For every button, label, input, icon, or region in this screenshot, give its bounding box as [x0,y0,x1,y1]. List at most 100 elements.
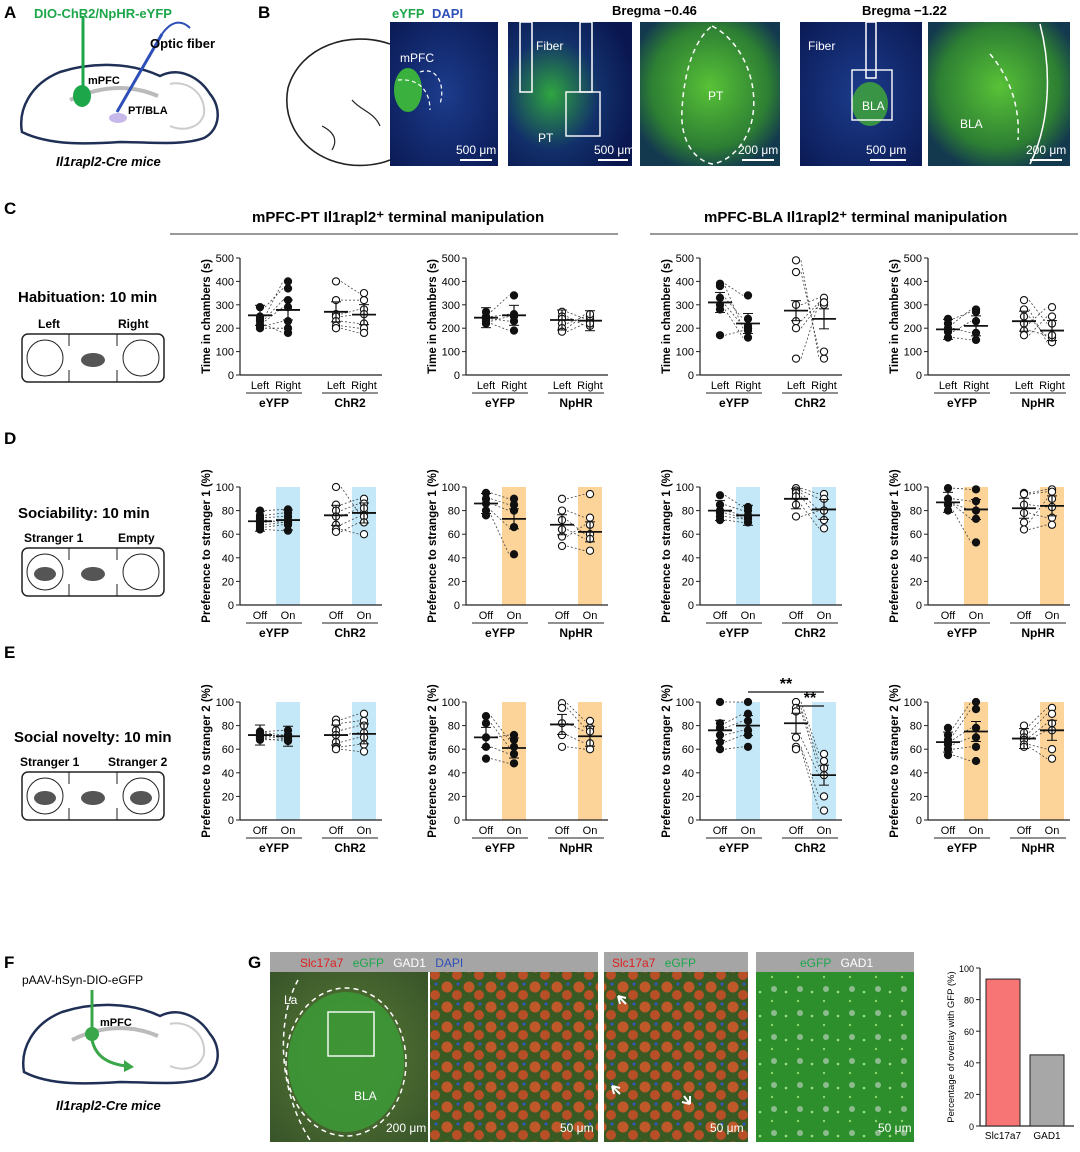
mouse-icon [81,353,105,367]
data-point [819,756,829,766]
pair-line [724,713,744,724]
pair-line [800,749,820,811]
y-tick-label: 200 [676,323,694,335]
pair-line [264,509,284,511]
schematic-habituation: Habituation: 10 min Left Right [18,289,165,383]
pair-line [340,720,360,724]
group-label: ChR2 [334,396,366,410]
group-label: ChR2 [794,841,826,855]
sociability-cup-right [122,553,160,591]
g-label-gad1: GAD1 [393,956,426,970]
slice-bla-low-signal [852,82,888,126]
optic-fiber [115,33,164,113]
group-label: ChR2 [334,626,366,640]
pair-line [800,492,820,511]
data-point [1019,525,1029,534]
y-tick-label: 20 [222,576,234,588]
title-pt-manipulation: mPFC-PT Il1rapl2⁺ terminal manipulation [252,209,544,226]
y-tick-label: 0 [916,370,922,382]
fiber-label-1: Fiber [536,39,563,53]
condition-label: Off [555,825,570,837]
condition-label: Off [479,825,494,837]
pair-line [264,281,284,317]
y-tick-label: 0 [228,600,234,612]
g-scale-50-c: 50 μm [878,1121,912,1135]
data-point [331,482,341,492]
data-point [715,281,725,291]
pt-boundary [681,25,755,165]
y-tick-label: 80 [222,506,234,518]
y-tick-label: 60 [910,529,922,541]
pair-line [490,734,510,738]
pair-line [1028,713,1048,733]
data-point [819,792,829,801]
bla-boundary-solid [1029,23,1049,165]
y-tick-label: 0 [228,370,234,382]
condition-label: Off [1017,825,1032,837]
y-axis-label: Preference to stranger 2 (%) [201,684,213,838]
condition-label: On [507,610,522,622]
pair-line [1028,729,1048,741]
data-point [585,546,595,555]
y-tick-label: 500 [442,253,460,265]
bar-category-label: Slc17a7 [985,1131,1022,1142]
data-point [331,745,341,754]
panel-b-histology: eYFP DAPI mPFC 500 μm Bregma −0.46 Fiber… [286,3,1070,167]
y-tick-label: 500 [676,253,694,265]
g-arrow-3 [681,1095,691,1105]
pair-line [1028,330,1048,336]
slice-mpfc-label: mPFC [400,51,434,65]
group-label: ChR2 [794,626,826,640]
habituation-cup-right [122,339,160,377]
g-image-egfp-gad1 [756,972,914,1142]
condition-label: Right [963,380,989,392]
group-label: eYFP [259,626,289,640]
data-point [557,541,567,551]
data-point [943,723,953,733]
pair-line [340,713,360,721]
panel-label-f: F [4,953,14,972]
pair-line [952,311,972,320]
y-tick-label: 20 [448,576,460,588]
y-tick-label: 80 [682,506,694,518]
data-point [819,298,829,307]
data-point [283,277,293,286]
y-tick-label: 400 [904,276,922,288]
sociability-title: Sociability: 10 min [18,505,150,522]
data-point [359,747,369,756]
y-tick-label: 80 [448,721,460,733]
y-tick-label: 100 [959,964,974,974]
pair-line [340,522,360,533]
y-tick-label: 40 [682,553,694,565]
pair-line [264,324,284,334]
g-label-egfp-2: eGFP [665,956,696,970]
slice-pt-high [640,22,780,166]
data-point [1019,518,1029,527]
habituation-right-label: Right [118,317,149,331]
data-point [715,697,725,707]
y-tick-label: 100 [676,482,694,494]
pair-line [952,737,972,745]
cerebellum [169,82,206,130]
data-point [509,291,519,300]
pair-line [724,283,744,296]
pair-line [952,746,972,750]
pair-line [490,715,510,741]
pair-line [264,524,284,528]
habituation-left-label: Left [38,317,60,331]
g-zoom-box [327,1011,375,1057]
g-label-egfp-3: eGFP [800,956,831,970]
y-tick-label: 20 [910,576,922,588]
data-point [481,754,491,763]
pair-line [490,515,510,555]
y-tick-label: 40 [222,768,234,780]
group-label: eYFP [259,396,289,410]
data-point [331,527,341,536]
pair-line [340,732,360,736]
condition-label: Off [329,825,344,837]
pair-line [264,522,284,526]
pair-line [490,510,510,528]
